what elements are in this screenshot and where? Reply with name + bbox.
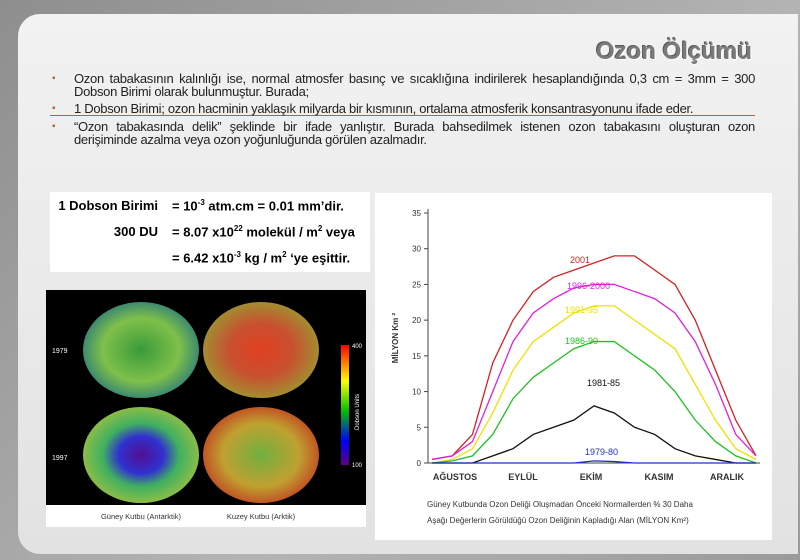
data-line [431,340,757,464]
formula-text: atm.cm = 0.01 mm’dir. [204,198,344,214]
scale-label: 100 [352,463,363,469]
data-line [432,460,756,464]
y-tick-label: 25 [412,280,421,289]
y-axis-label: MİLYON Km ² [391,312,400,363]
caption-strip [46,505,366,527]
bullet: Ozon tabakasının kalınlığı ise, normal a… [50,72,755,98]
chart-caption: Aşağı Değerlerin Görüldüğü Ozon Deliğini… [427,516,689,525]
superscript: -3 [233,250,241,259]
series-label: 1996-2000 [567,281,610,291]
superscript: 2 [317,224,323,233]
data-line [431,255,757,461]
chart: 0 5 10 15 20 25 30 35 AĞUSTOS EYLÜL EKİM KASIM ARALI… [375,193,772,540]
y-tick-label: 15 [412,352,421,361]
scale-title: Dobson Units [355,394,361,430]
bullet-list: Ozon tabakasının kalınlığı ise, normal a… [50,72,755,150]
formula-text: kg / m [240,250,283,266]
map-caption: Güney Kutbu (Antarktik) [101,512,182,521]
y-tick-label: 30 [412,245,421,254]
formula-text: = 10 [172,198,198,214]
series-label: 2001 [570,255,590,265]
globe [203,407,319,503]
y-tick-label: 20 [412,316,421,325]
year-label: 1979 [52,348,68,355]
chart-caption: Güney Kutbunda Ozon Deliği Oluşmadan Önc… [427,500,693,509]
formula-text: = 6.42 x10 [172,250,234,266]
formula-label: 1 Dobson Birimi [58,198,158,213]
formula-text: molekül / m [242,224,318,240]
series-label: 1991-95 [565,305,598,315]
x-tick-label: EYLÜL [508,472,538,482]
data-line [431,305,757,464]
y-tick-label: 5 [417,423,422,432]
y-tick-label: 35 [412,209,421,218]
year-label: 1997 [52,455,68,462]
bullet: “Ozon tabakasında delik” şeklinde bir if… [50,120,755,146]
formula-expression: = 8.07 x1022 molekül / m2 veya [172,224,355,239]
formula-text: ‘ye eşittir. [286,250,351,266]
series-label: 1981-85 [587,378,620,388]
x-tick-label: ARALIK [710,472,744,482]
x-tick-label: AĞUSTOS [433,471,477,482]
formula-text: = 8.07 x10 [172,224,234,240]
formula-label: 300 DU [113,224,158,239]
formula-expression: = 10-3 atm.cm = 0.01 mm’dir. [172,198,344,213]
data-line [431,283,757,461]
data-line [432,405,756,464]
chart-background [375,193,772,540]
globe [83,302,199,398]
formula-expression: = 6.42 x10-3 kg / m2 ‘ye eşittir. [172,250,350,265]
scale-label: 400 [352,344,363,350]
globe [203,302,319,398]
series-label: 1979-80 [585,447,618,457]
formula-box: 1 Dobson Birimi = 10-3 atm.cm = 0.01 mm’d… [50,192,370,272]
ozone-map-figure: 1979 1997 400 100 Dobson Units Güney Kut… [46,290,366,527]
globe [83,407,199,503]
y-tick-label: 0 [417,459,422,468]
slide-title: Ozon Ölçümü [596,38,752,65]
series-label: 1986-90 [565,336,598,346]
bullet: 1 Dobson Birimi; ozon hacminin yaklaşık … [50,102,755,116]
x-tick-label: EKİM [580,472,603,482]
y-tick-label: 10 [412,388,421,397]
superscript: 22 [233,224,243,233]
x-tick-label: KASIM [645,472,674,482]
color-scale [341,345,349,465]
formula-text: veya [322,224,355,240]
map-caption: Kuzey Kutbu (Arktik) [227,512,296,521]
superscript: -3 [197,198,205,207]
superscript: 2 [282,250,287,259]
